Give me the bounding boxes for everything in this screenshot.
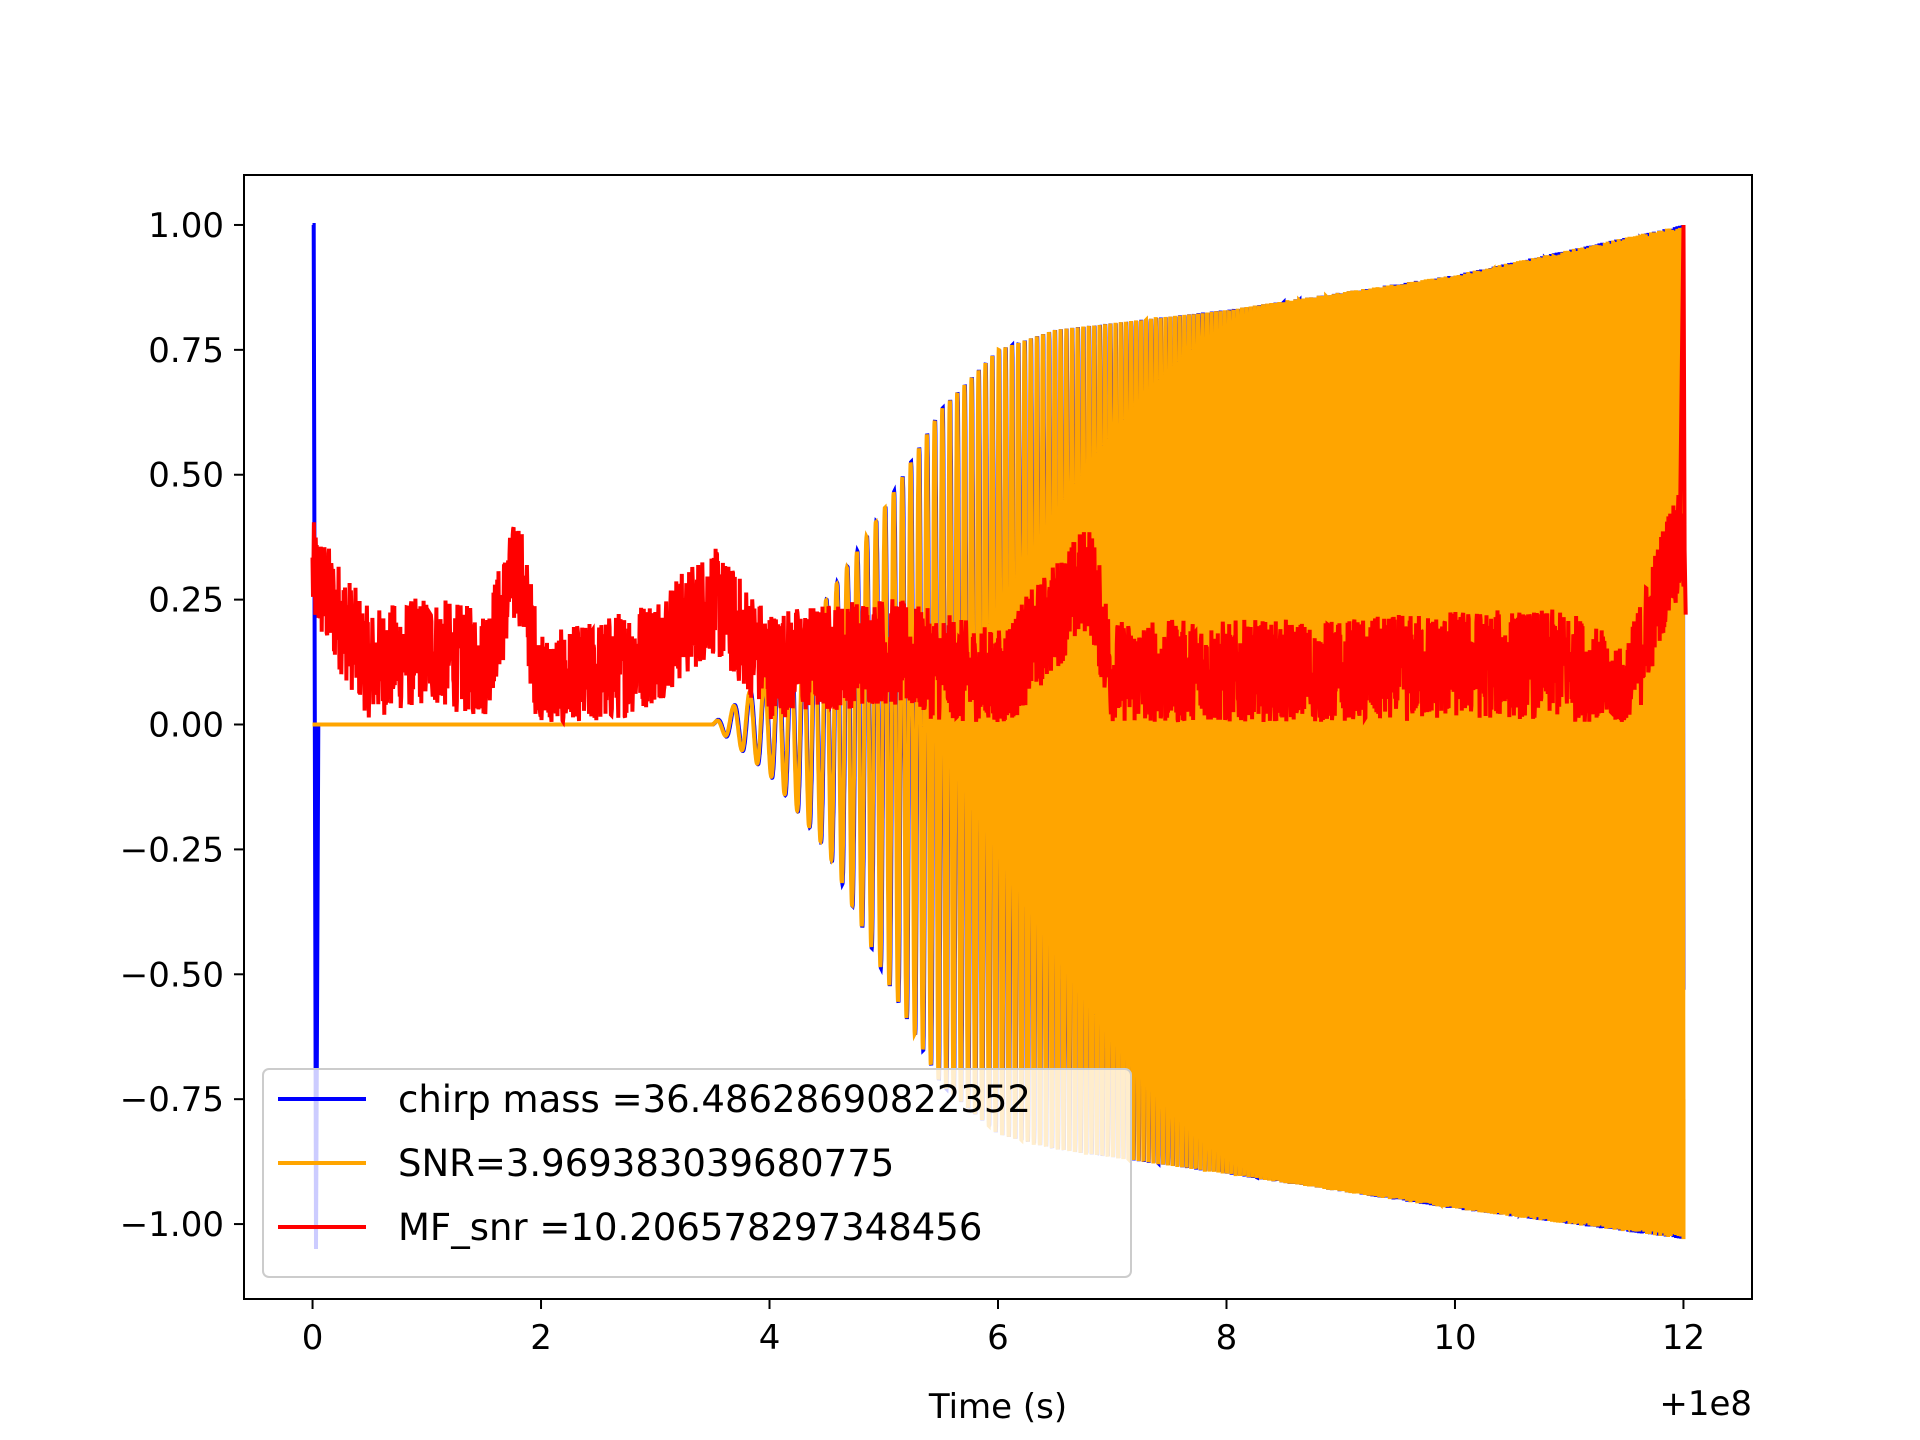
x-tick-label: 2 (530, 1318, 552, 1358)
x-tick-label: 4 (759, 1318, 781, 1358)
y-tick-label: −0.75 (120, 1080, 224, 1120)
y-tick-label: −0.50 (120, 955, 224, 995)
x-tick-label: 10 (1433, 1318, 1476, 1358)
x-axis-label: Time (s) (928, 1387, 1067, 1427)
series-line-mf-snr (310, 224, 1688, 728)
legend: chirp mass =36.48628690822352 SNR=3.96938… (262, 1068, 1132, 1278)
y-axis: 1.00 0.75 0.50 0.25 0.00 −0.25 −0.50 −0.75 −1.00 (120, 206, 244, 1245)
x-axis: 0 2 4 6 8 10 12 (302, 1299, 1705, 1358)
y-tick-label: 0.00 (148, 706, 224, 746)
x-tick-label: 8 (1216, 1318, 1238, 1358)
legend-box (262, 1068, 1132, 1278)
y-tick-label: 0.25 (148, 581, 224, 621)
legend-label: MF_snr =10.206578297348456 (398, 1206, 982, 1249)
x-offset-label: +1e8 (1659, 1384, 1752, 1424)
y-tick-label: 0.50 (148, 456, 224, 496)
y-tick-label: −1.00 (120, 1205, 224, 1245)
y-tick-label: −0.25 (120, 830, 224, 870)
x-tick-label: 0 (302, 1318, 324, 1358)
y-tick-label: 1.00 (148, 206, 224, 246)
legend-label: SNR=3.969383039680775 (398, 1142, 894, 1185)
x-tick-label: 12 (1662, 1318, 1705, 1358)
legend-label: chirp mass =36.48628690822352 (398, 1078, 1031, 1121)
series-layer (310, 223, 1688, 1250)
x-tick-label: 6 (987, 1318, 1009, 1358)
y-tick-label: 0.75 (148, 331, 224, 371)
